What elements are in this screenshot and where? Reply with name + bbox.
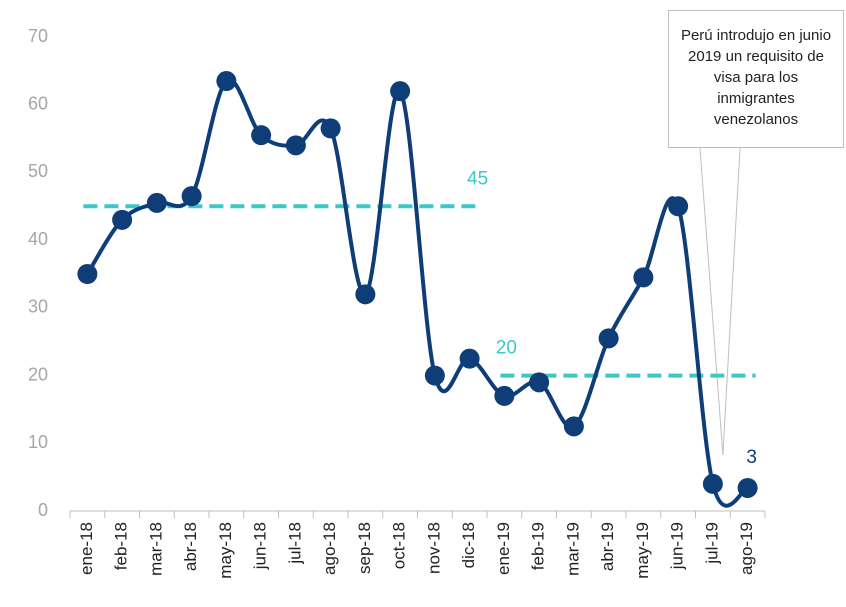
x-tick-label: ago-18 [320, 522, 339, 575]
data-point [181, 186, 202, 207]
data-point [737, 477, 758, 498]
data-point [285, 135, 306, 156]
annotation: Perú introdujo en junio 2019 un requisit… [668, 10, 844, 148]
y-tick-label: 0 [38, 500, 48, 520]
data-point [459, 348, 480, 369]
data-point [598, 328, 619, 349]
data-point [424, 365, 445, 386]
x-tick-label: may-18 [216, 522, 235, 579]
data-point [112, 209, 133, 230]
x-tick-label: jul-18 [285, 522, 304, 565]
x-tick-label: ene-18 [77, 522, 96, 575]
data-point [563, 416, 584, 437]
x-tick-label: may-19 [633, 522, 652, 579]
data-point [390, 81, 411, 102]
data-point [216, 71, 237, 92]
y-tick-label: 20 [28, 364, 48, 384]
data-point [494, 385, 515, 406]
data-point [355, 284, 376, 305]
data-label: 3 [746, 447, 757, 468]
x-tick-label: abr-18 [181, 522, 200, 571]
x-tick-label: jul-19 [702, 522, 721, 565]
data-point [633, 267, 654, 288]
x-tick-label: mar-19 [563, 522, 582, 576]
y-tick-label: 40 [28, 229, 48, 249]
x-tick-label: jun-18 [251, 522, 270, 570]
x-tick-label: dic-18 [459, 522, 478, 568]
x-tick-label: nov-18 [424, 522, 443, 574]
y-tick-label: 30 [28, 297, 48, 317]
callout-line [722, 147, 741, 456]
x-tick-label: mar-18 [146, 522, 165, 576]
x-tick-label: sep-18 [355, 522, 374, 574]
y-tick-label: 70 [28, 26, 48, 46]
callout-line [699, 147, 724, 456]
data-point [320, 118, 341, 139]
data-point [146, 192, 167, 213]
y-tick-label: 60 [28, 93, 48, 113]
x-tick-label: jun-19 [668, 522, 687, 570]
reference-label: 45 [467, 168, 488, 189]
x-tick-label: abr-19 [598, 522, 617, 571]
x-tick-label: ene-19 [494, 522, 513, 575]
data-point [251, 125, 272, 146]
x-tick-label: ago-19 [737, 522, 756, 575]
data-point [77, 264, 98, 284]
data-point [702, 473, 723, 494]
x-tick-label: feb-18 [112, 522, 131, 570]
y-tick-label: 10 [28, 432, 48, 452]
series-line [85, 77, 749, 508]
data-point [529, 372, 550, 393]
data-point [668, 196, 689, 217]
x-tick-label: feb-19 [529, 522, 548, 570]
reference-label: 20 [496, 338, 517, 359]
x-tick-label: oct-18 [390, 522, 409, 569]
y-tick-label: 50 [28, 161, 48, 181]
